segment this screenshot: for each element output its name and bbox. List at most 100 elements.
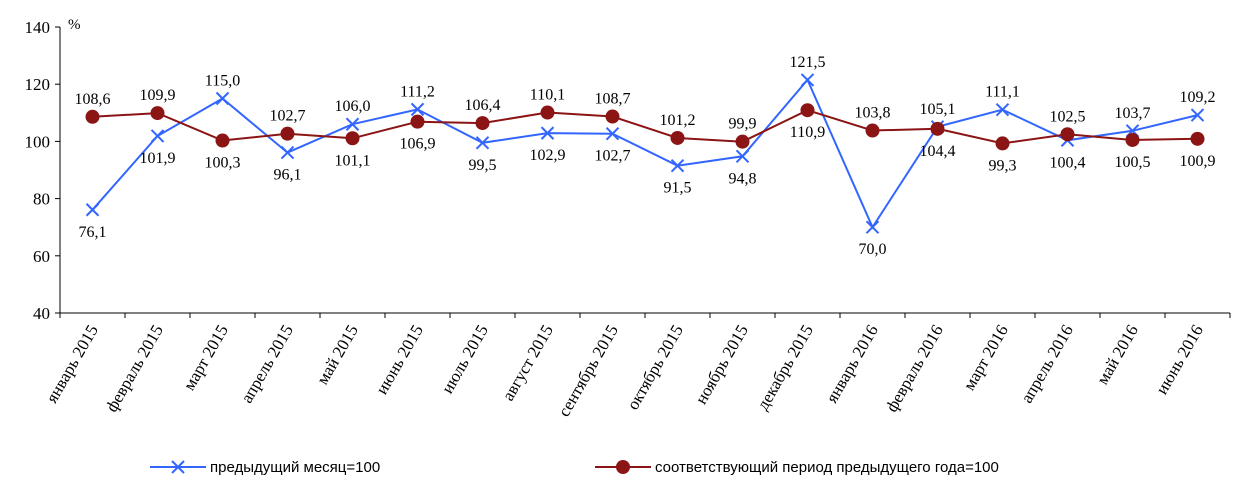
data-label-series-2: 100,5 <box>1115 154 1151 171</box>
data-label-series-2: 103,8 <box>855 105 891 122</box>
data-label-series-1: 103,7 <box>1115 105 1151 122</box>
legend-label: предыдущий месяц=100 <box>210 459 380 476</box>
x-tick-label: май 2016 <box>1093 322 1142 388</box>
y-tick-label: 100 <box>25 132 51 151</box>
data-point-x-marker <box>475 136 490 150</box>
chart-series <box>85 73 1205 234</box>
x-tick-label: октябрь 2015 <box>623 322 687 414</box>
y-tick-label: 120 <box>25 75 51 94</box>
data-point-circle-marker <box>735 134 750 149</box>
data-point-x-marker <box>800 73 815 87</box>
data-label-series-2: 110,9 <box>790 124 825 141</box>
y-tick-label: 60 <box>33 247 50 266</box>
x-tick-label: март 2015 <box>179 322 232 394</box>
x-tick-label: июнь 2015 <box>372 322 427 398</box>
data-point-circle-marker <box>1125 132 1140 147</box>
y-tick-label: 80 <box>33 190 50 209</box>
data-point-circle-marker <box>410 114 425 129</box>
legend-label: соответствующий период предыдущего года=… <box>655 459 999 476</box>
data-label-series-1: 99,5 <box>469 157 497 174</box>
data-label-series-1: 101,9 <box>140 150 176 167</box>
y-tick-label: 140 <box>25 18 51 37</box>
series-line-1 <box>91 78 1198 230</box>
data-point-x-marker <box>215 91 230 106</box>
data-label-series-1: 115,0 <box>205 73 240 90</box>
data-point-circle-marker <box>930 121 945 136</box>
x-tick-label: июль 2015 <box>438 322 492 397</box>
data-label-series-1: 121,5 <box>790 54 826 71</box>
data-label-series-2: 110,1 <box>530 87 565 104</box>
x-tick-label: февраль 2016 <box>882 322 947 416</box>
data-point-circle-marker <box>345 131 360 146</box>
data-point-x-marker <box>85 203 100 217</box>
data-point-x-marker <box>150 129 165 143</box>
x-tick-label: май 2015 <box>313 322 362 388</box>
data-point-circle-marker <box>475 116 490 131</box>
data-point-circle-marker <box>85 109 100 124</box>
x-tick-label: сентябрь 2015 <box>554 322 622 420</box>
data-label-series-2: 100,9 <box>1180 153 1216 170</box>
data-label-series-1: 105,1 <box>920 101 956 118</box>
data-point-x-marker <box>735 149 750 163</box>
data-label-series-1: 102,7 <box>595 148 631 165</box>
data-point-circle-marker <box>865 123 880 138</box>
data-label-series-1: 76,1 <box>79 224 107 241</box>
x-tick-label: апрель 2016 <box>1017 322 1077 407</box>
legend-item-2: соответствующий период предыдущего года=… <box>595 459 999 476</box>
data-label-series-2: 102,7 <box>270 108 306 125</box>
data-point-circle-marker <box>800 103 815 118</box>
legend-item-1: предыдущий месяц=100 <box>150 459 380 476</box>
data-label-series-2: 101,1 <box>335 152 371 169</box>
data-point-circle-marker <box>150 106 165 121</box>
x-tick-label: декабрь 2015 <box>753 322 817 414</box>
x-tick-label: июнь 2016 <box>1152 322 1207 398</box>
data-label-series-1: 91,5 <box>664 180 692 197</box>
data-point-x-marker <box>540 126 555 140</box>
data-point-circle-marker <box>605 109 620 124</box>
data-label-series-2: 102,5 <box>1050 108 1086 125</box>
data-label-series-1: 109,2 <box>1180 89 1216 106</box>
y-axis-unit-label: % <box>68 17 81 33</box>
data-point-circle-marker <box>1190 131 1205 146</box>
data-label-series-2: 100,3 <box>205 155 241 172</box>
data-point-x-marker <box>995 102 1010 117</box>
data-label-series-1: 111,2 <box>400 83 435 100</box>
data-label-series-1: 96,1 <box>274 167 302 184</box>
data-point-x-marker <box>605 126 620 141</box>
data-point-x-marker <box>410 102 425 117</box>
data-label-series-1: 111,1 <box>985 84 1020 101</box>
data-point-circle-marker <box>670 130 685 145</box>
chart-legend: предыдущий месяц=100 соответствующий пери… <box>150 459 999 476</box>
data-label-series-2: 101,2 <box>660 112 696 129</box>
data-point-circle-marker <box>995 136 1010 151</box>
data-point-x-marker <box>345 117 360 131</box>
data-point-circle-marker <box>215 133 230 148</box>
y-tick-label: 40 <box>33 304 50 323</box>
x-tick-label: август 2015 <box>498 322 557 404</box>
data-label-series-2: 108,7 <box>595 91 631 108</box>
x-tick-label: январь 2015 <box>42 322 102 407</box>
data-label-series-2: 106,9 <box>400 136 436 153</box>
data-labels: 76,1 108,6 101,9 109,9 115,0 100,3 96,1 102,7 10… <box>75 54 1216 258</box>
x-tick-label: апрель 2015 <box>237 322 297 407</box>
x-tick-label: февраль 2015 <box>102 322 167 416</box>
legend-x-marker <box>171 460 185 474</box>
x-tick-label: ноябрь 2015 <box>691 322 752 408</box>
x-tick-label: январь 2016 <box>822 322 882 407</box>
data-label-series-2: 108,6 <box>75 91 111 108</box>
data-point-circle-marker <box>1060 127 1075 142</box>
legend-circle-marker <box>616 460 630 474</box>
data-point-x-marker <box>280 145 295 160</box>
data-point-x-marker <box>670 159 685 173</box>
data-label-series-2: 99,3 <box>989 157 1017 174</box>
data-label-series-1: 102,9 <box>530 147 566 164</box>
data-label-series-1: 106,0 <box>335 98 371 115</box>
series-line-2 <box>92 109 1198 145</box>
data-label-series-2: 109,9 <box>140 87 176 104</box>
data-point-circle-marker <box>280 126 295 141</box>
data-label-series-1: 100,4 <box>1050 154 1086 171</box>
data-label-series-2: 106,4 <box>465 97 501 114</box>
x-tick-label: март 2016 <box>959 322 1012 394</box>
data-label-series-1: 94,8 <box>729 170 757 187</box>
